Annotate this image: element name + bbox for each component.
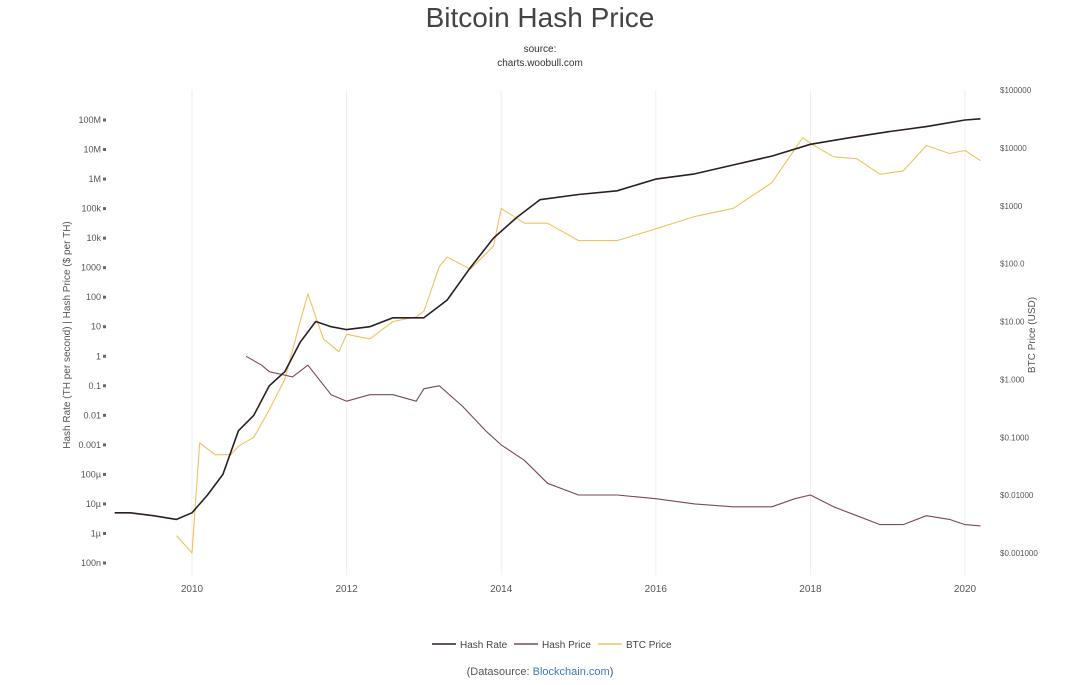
left-tick-mark (103, 118, 106, 122)
left-tick-label: 10M (83, 145, 101, 155)
right-tick-label: $1.000 (1000, 375, 1025, 384)
left-tick-mark (103, 472, 106, 476)
series-line-hash-rate (114, 118, 981, 521)
left-tick-label: 100k (81, 204, 101, 214)
left-tick-mark (103, 413, 106, 417)
datasource-link[interactable]: Blockchain.com (532, 666, 610, 678)
right-tick-label: $0.001000 (1000, 549, 1038, 558)
x-tick-label: 2020 (954, 584, 977, 595)
right-axis-ticks: $100000 $10000 $1000 $100.0 $10.00 $1.000 $0.1… (1000, 86, 1038, 558)
left-tick-mark (103, 384, 106, 388)
left-tick-mark (103, 148, 106, 152)
left-tick-mark (103, 236, 106, 240)
legend-label: BTC Price (626, 640, 672, 651)
datasource-note: (Datasource: Blockchain.com) (0, 666, 1080, 678)
left-axis-ticks: 100M 10M 1M 100k 10k 1000 100 10 1 0.1 0.01 0.001 10… (78, 115, 106, 568)
x-tick-label: 2012 (335, 584, 358, 595)
right-tick-label: $0.01000 (1000, 491, 1034, 500)
right-axis-title: BTC Price (USD) (1027, 297, 1038, 373)
left-tick-mark (103, 177, 106, 181)
left-tick-mark (103, 207, 106, 211)
legend: Hash Rate Hash Price BTC Price (432, 640, 672, 651)
right-tick-label: $100000 (1000, 86, 1032, 95)
x-tick-label: 2018 (799, 584, 822, 595)
left-tick-mark (103, 443, 106, 447)
left-tick-mark (103, 325, 106, 329)
left-tick-label: 100 (86, 292, 101, 302)
x-tick-label: 2010 (181, 584, 204, 595)
legend-label: Hash Rate (460, 640, 508, 651)
x-tick-label: 2016 (645, 584, 668, 595)
left-tick-mark (103, 295, 106, 299)
right-tick-label: $0.1000 (1000, 433, 1029, 442)
legend-label: Hash Price (542, 640, 591, 651)
right-tick-label: $10.00 (1000, 318, 1025, 327)
left-tick-label: 100µ (81, 469, 101, 479)
left-tick-mark (103, 354, 106, 358)
left-tick-mark (103, 561, 106, 565)
datasource-prefix: (Datasource: (466, 666, 533, 678)
left-tick-label: 0.1 (88, 381, 101, 391)
left-tick-label: 100M (78, 115, 101, 125)
x-tick-label: 2014 (490, 584, 513, 595)
left-tick-label: 1µ (91, 528, 101, 538)
left-tick-label: 1 (96, 351, 101, 361)
source-label: source: (523, 44, 557, 55)
left-tick-label: 0.01 (83, 410, 101, 420)
grid-lines (191, 90, 966, 575)
source-value: charts.woobull.com (497, 58, 583, 69)
right-tick-label: $10000 (1000, 144, 1027, 153)
series-line-btc-price (176, 137, 981, 554)
chart-source: source: charts.woobull.com (0, 43, 1080, 71)
left-tick-label: 1M (88, 174, 101, 184)
left-tick-label: 100n (81, 558, 101, 568)
series-line-hash-price (245, 355, 981, 527)
right-tick-label: $1000 (1000, 202, 1023, 211)
left-tick-label: 10k (86, 233, 101, 243)
x-axis-ticks: 2010 2012 2014 2016 2018 2020 (181, 584, 977, 595)
left-tick-mark (103, 266, 106, 270)
right-tick-label: $100.0 (1000, 260, 1025, 269)
left-tick-label: 0.001 (78, 440, 101, 450)
left-axis-title: Hash Rate (TH per second) | Hash Price (… (62, 221, 73, 449)
left-tick-label: 10µ (86, 499, 101, 509)
datasource-suffix: ) (609, 666, 614, 678)
left-tick-mark (103, 502, 106, 506)
left-tick-label: 1000 (81, 263, 101, 273)
left-tick-label: 10 (91, 322, 101, 332)
chart-title: Bitcoin Hash Price (425, 2, 655, 33)
left-tick-mark (103, 531, 106, 535)
series-lines (114, 118, 981, 554)
